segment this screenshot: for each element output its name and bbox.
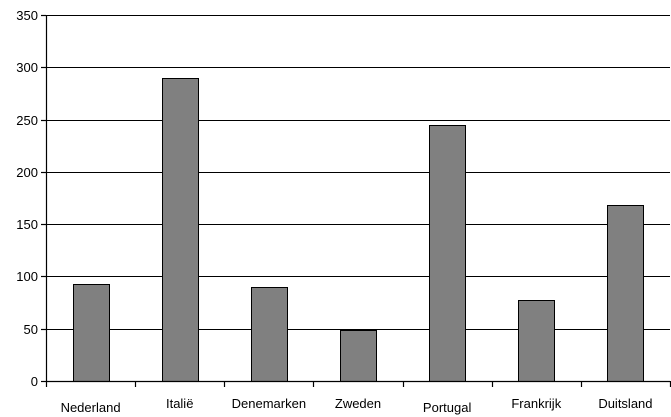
category-label: Nederland xyxy=(61,400,121,415)
y-tick-label: 350 xyxy=(16,8,38,23)
bar-frankrijk xyxy=(518,300,555,382)
category-label: Portugal xyxy=(423,400,472,415)
bar-duitsland xyxy=(607,205,644,382)
category-label: Duitsland xyxy=(598,396,652,411)
y-tick-label: 200 xyxy=(16,165,38,180)
bar-nederland xyxy=(73,284,110,382)
bars xyxy=(73,78,644,382)
y-axis-tick-labels: 0 50 100 150 200 250 300 350 xyxy=(16,8,38,389)
category-label: Frankrijk xyxy=(511,396,561,411)
gridlines xyxy=(46,15,670,330)
bar-denemarken xyxy=(251,287,288,382)
y-tick-label: 250 xyxy=(16,113,38,128)
category-label: Italië xyxy=(166,396,193,411)
y-tick-label: 100 xyxy=(16,269,38,284)
y-tick-label: 150 xyxy=(16,217,38,232)
bar-portugal xyxy=(429,125,466,382)
bar-italië xyxy=(162,78,199,382)
x-axis-category-labels: Nederland Italië Denemarken Zweden Portugal F… xyxy=(61,396,653,415)
y-tick-label: 0 xyxy=(31,374,38,389)
category-label: Denemarken xyxy=(232,396,306,411)
bar-zweden xyxy=(340,330,377,382)
y-tick-label: 300 xyxy=(16,60,38,75)
y-tick-label: 50 xyxy=(24,322,38,337)
axes xyxy=(41,14,671,387)
category-label: Zweden xyxy=(335,396,381,411)
